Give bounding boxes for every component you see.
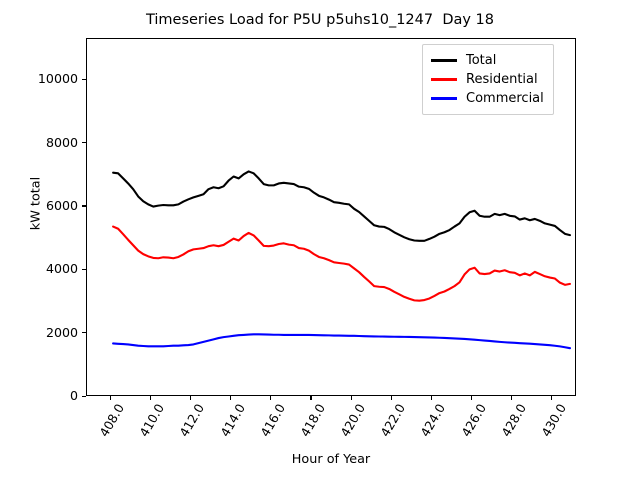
x-tick-mark [511, 396, 513, 400]
legend-label: Residential [466, 72, 538, 87]
chart-legend: Total Residential Commercial [422, 44, 554, 115]
y-tick-mark [82, 332, 86, 334]
x-tick-label: 426.0 [457, 401, 489, 440]
series-line-total [112, 170, 572, 242]
y-tick-mark [82, 268, 86, 270]
x-tick-mark [551, 396, 553, 400]
x-tick-label: 422.0 [377, 401, 409, 440]
y-tick-label: 6000 [45, 197, 78, 213]
y-tick-label: 4000 [45, 261, 78, 277]
x-tick-label: 414.0 [216, 401, 248, 440]
x-tick-label: 428.0 [497, 401, 529, 440]
y-tick-mark [82, 142, 86, 144]
x-tick-mark [390, 396, 392, 400]
x-tick-label: 424.0 [417, 401, 449, 440]
x-tick-mark [310, 396, 312, 400]
x-axis-label: Hour of Year [291, 452, 371, 467]
x-tick-label: 418.0 [297, 401, 328, 440]
x-tick-label: 420.0 [337, 401, 369, 440]
legend-item[interactable]: Residential [431, 70, 544, 89]
legend-item[interactable]: Total [431, 51, 544, 70]
x-tick-label: 416.0 [257, 401, 288, 440]
x-tick-mark [471, 396, 473, 400]
legend-swatch-icon [431, 59, 457, 62]
x-tick-label: 410.0 [136, 401, 168, 440]
legend-swatch-icon [431, 97, 457, 100]
legend-item[interactable]: Commercial [431, 89, 544, 108]
legend-label: Commercial [466, 91, 544, 106]
x-tick-label: 430.0 [538, 401, 569, 440]
series-line-commercial [112, 333, 572, 350]
y-tick-mark [82, 205, 86, 207]
legend-label: Total [466, 53, 497, 68]
x-tick-label: 408.0 [96, 401, 128, 440]
x-tick-label: 412.0 [176, 401, 208, 440]
x-tick-mark [270, 396, 272, 400]
y-axis-label: kW total [28, 176, 44, 231]
y-tick-label: 0 [69, 388, 78, 403]
series-line-residential [112, 225, 572, 302]
x-tick-mark [149, 396, 151, 400]
y-tick-mark [82, 395, 86, 397]
legend-swatch-icon [431, 78, 457, 81]
series-lines [112, 170, 572, 350]
y-tick-mark [82, 78, 86, 80]
x-tick-mark [230, 396, 232, 400]
x-tick-mark [430, 396, 432, 400]
x-tick-mark [109, 396, 111, 400]
x-tick-mark [350, 396, 352, 400]
y-tick-label: 8000 [45, 134, 78, 150]
y-tick-label: 2000 [45, 324, 78, 340]
x-tick-mark [189, 396, 192, 400]
chart-title: Timeseries Load for P5U p5uhs10_1247 Day… [145, 12, 495, 28]
y-tick-label: 10000 [37, 71, 78, 87]
